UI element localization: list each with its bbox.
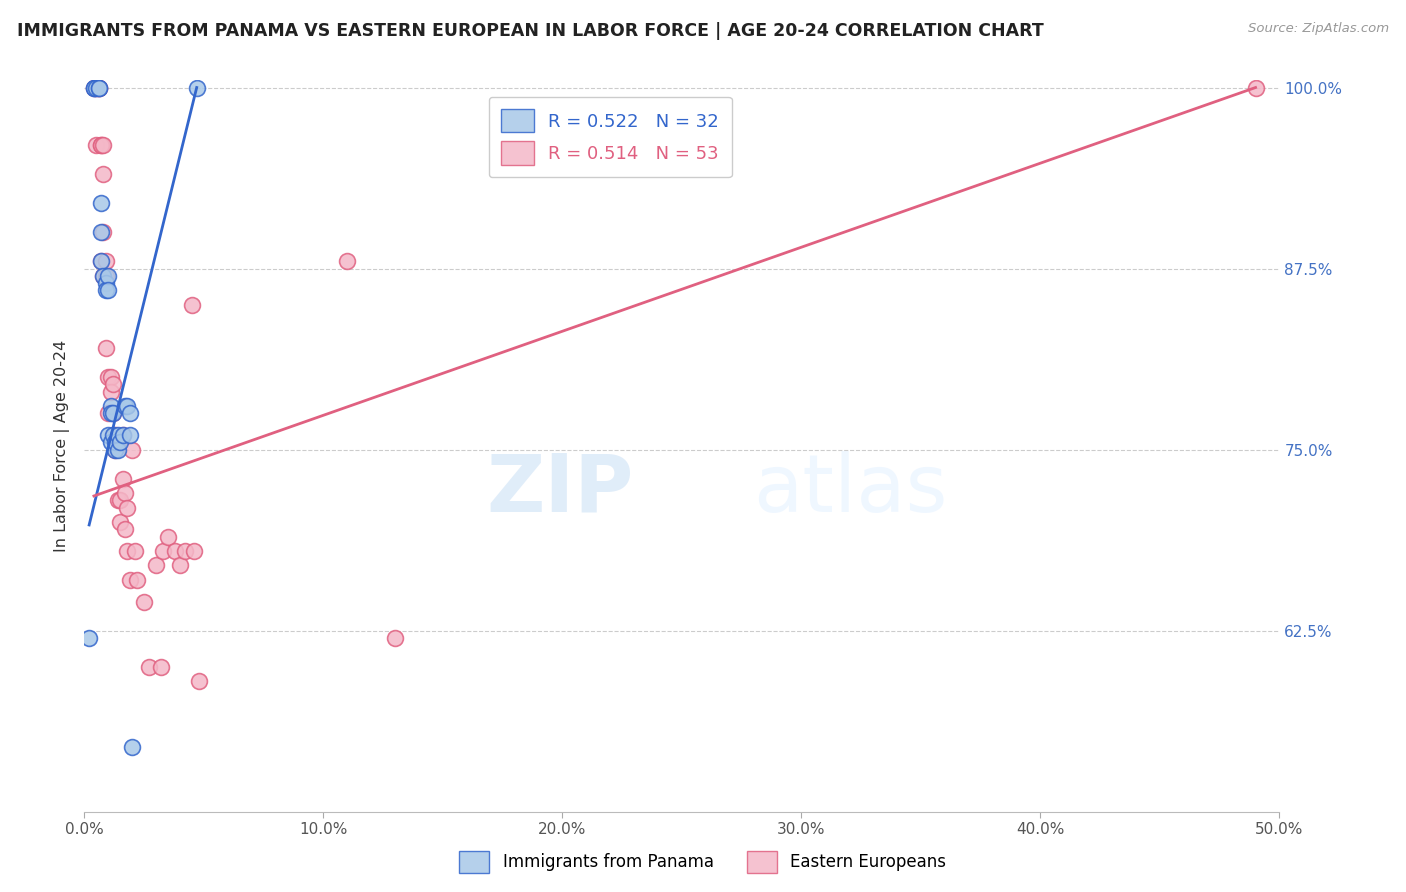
Point [100, 399, 122, 413]
Point [117, 399, 139, 413]
Point [97, 406, 120, 420]
Point [104, 428, 127, 442]
Point [110, 435, 132, 450]
Point [83, 80, 105, 95]
Point [101, 406, 124, 420]
Point [94, 283, 117, 297]
Point [97, 428, 120, 442]
Point [152, 544, 174, 558]
Point [93, 268, 115, 283]
Point [77, 631, 100, 645]
Point [101, 377, 124, 392]
Point [149, 660, 172, 674]
Point [90, 138, 112, 153]
Point [117, 500, 139, 515]
Point [100, 370, 122, 384]
Legend: Immigrants from Panama, Eastern Europeans: Immigrants from Panama, Eastern European… [453, 845, 953, 880]
Point [94, 254, 117, 268]
Point [87, 80, 110, 95]
Point [93, 268, 115, 283]
Point [114, 522, 136, 536]
Point [100, 435, 122, 450]
Point [188, 674, 211, 689]
Point [93, 168, 115, 182]
Point [93, 225, 115, 239]
Point [100, 406, 122, 420]
Point [118, 428, 141, 442]
Point [145, 558, 167, 573]
Point [1244, 80, 1267, 95]
Point [114, 486, 136, 500]
Point [183, 544, 205, 558]
Point [93, 138, 115, 153]
Point [97, 268, 120, 283]
Text: atlas: atlas [754, 450, 948, 529]
Point [173, 544, 195, 558]
Point [132, 595, 156, 609]
Y-axis label: In Labor Force | Age 20-24: In Labor Force | Age 20-24 [55, 340, 70, 552]
Point [86, 80, 108, 95]
Point [336, 254, 359, 268]
Point [101, 428, 124, 442]
Point [107, 493, 129, 508]
Point [90, 225, 112, 239]
Point [124, 544, 146, 558]
Point [110, 493, 132, 508]
Point [104, 435, 127, 450]
Point [165, 544, 187, 558]
Point [121, 739, 143, 754]
Legend: R = 0.522   N = 32, R = 0.514   N = 53: R = 0.522 N = 32, R = 0.514 N = 53 [489, 96, 731, 178]
Point [125, 573, 148, 587]
Point [118, 406, 141, 420]
Point [111, 428, 134, 442]
Point [110, 515, 132, 529]
Point [94, 276, 117, 290]
Point [121, 442, 143, 457]
Point [157, 529, 180, 543]
Point [101, 406, 124, 420]
Point [114, 399, 136, 413]
Point [186, 80, 208, 95]
Point [90, 138, 112, 153]
Point [97, 283, 120, 297]
Point [83, 80, 105, 95]
Point [111, 472, 134, 486]
Point [384, 631, 406, 645]
Point [104, 442, 127, 457]
Point [83, 80, 105, 95]
Point [138, 660, 160, 674]
Point [86, 138, 108, 153]
Point [90, 254, 112, 268]
Point [107, 435, 129, 450]
Text: IMMIGRANTS FROM PANAMA VS EASTERN EUROPEAN IN LABOR FORCE | AGE 20-24 CORRELATIO: IMMIGRANTS FROM PANAMA VS EASTERN EUROPE… [17, 22, 1043, 40]
Point [87, 80, 110, 95]
Point [117, 544, 139, 558]
Point [86, 80, 108, 95]
Text: ZIP: ZIP [486, 450, 634, 529]
Point [181, 298, 204, 312]
Text: Source: ZipAtlas.com: Source: ZipAtlas.com [1249, 22, 1389, 36]
Point [101, 428, 124, 442]
Point [94, 268, 117, 283]
Point [118, 573, 141, 587]
Point [97, 370, 120, 384]
Point [169, 558, 191, 573]
Point [100, 384, 122, 399]
Point [90, 196, 112, 211]
Point [87, 80, 110, 95]
Point [107, 442, 129, 457]
Point [111, 428, 134, 442]
Point [94, 341, 117, 355]
Point [87, 80, 110, 95]
Point [104, 442, 127, 457]
Point [90, 254, 112, 268]
Point [107, 428, 129, 442]
